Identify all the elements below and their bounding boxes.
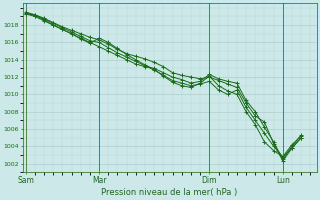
X-axis label: Pression niveau de la mer( hPa ): Pression niveau de la mer( hPa ) bbox=[101, 188, 238, 197]
